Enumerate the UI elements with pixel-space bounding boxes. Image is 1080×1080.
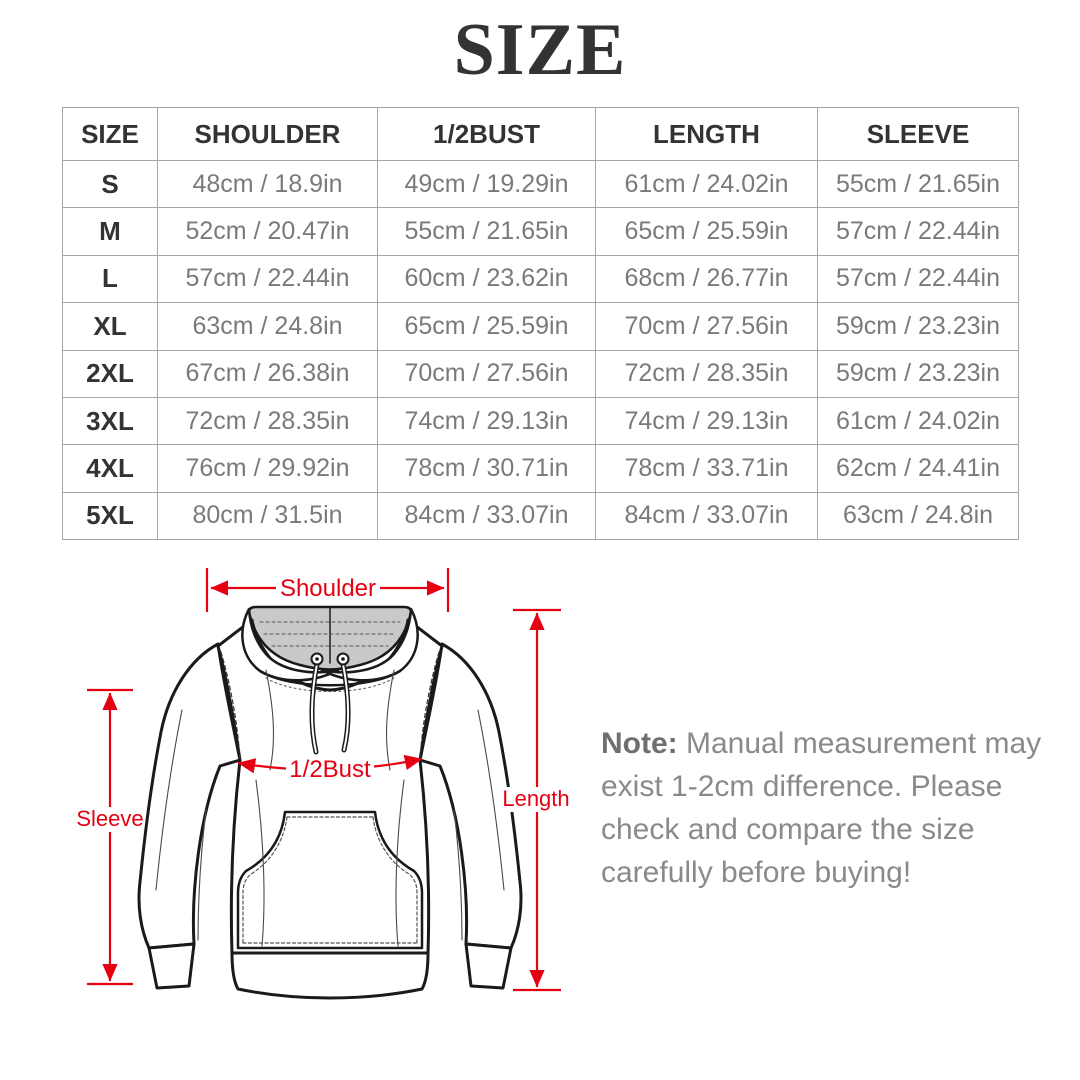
table-row: 3XL 72cm / 28.35in 74cm / 29.13in 74cm / 29… (62, 396, 1019, 446)
column-header: SLEEVE (817, 107, 1019, 161)
measurement-labels: Shoulder 1/2Bust Length Sleeve (76, 575, 569, 831)
hoodie-diagram: Shoulder 1/2Bust Length Sleeve (76, 568, 573, 1000)
measurement-cell: 49cm / 19.29in (377, 159, 596, 209)
size-cell: 5XL (62, 491, 158, 541)
hem-band (230, 951, 430, 1000)
measurement-cell: 59cm / 23.23in (817, 302, 1019, 351)
sleeve-label: Sleeve (76, 806, 143, 831)
measurement-cell: 52cm / 20.47in (157, 207, 378, 256)
measurement-cell: 65cm / 25.59in (377, 302, 596, 351)
collar-left-flap (241, 607, 340, 682)
measurement-cell: 72cm / 28.35in (157, 396, 378, 446)
column-header: SHOULDER (157, 107, 378, 161)
size-cell: M (62, 207, 158, 256)
measurement-cell: 78cm / 30.71in (377, 444, 596, 493)
kangaroo-pocket (236, 810, 424, 950)
measurement-cell: 62cm / 24.41in (817, 444, 1019, 493)
left-cuff (147, 942, 196, 990)
size-cell: 3XL (62, 396, 158, 446)
measurement-cell: 74cm / 29.13in (595, 396, 818, 446)
measurement-cell: 70cm / 27.56in (377, 349, 596, 398)
table-row: 5XL 80cm / 31.5in 84cm / 33.07in 84cm / 33.… (62, 491, 1019, 541)
measurement-cell: 78cm / 33.71in (595, 444, 818, 493)
size-table-body: S 48cm / 18.9in 49cm / 19.29in 61cm / 24.02… (62, 159, 1019, 541)
measurement-cell: 84cm / 33.07in (595, 491, 818, 541)
left-sleeve (137, 642, 242, 950)
size-diagram: Shoulder 1/2Bust Length Sleeve (70, 560, 573, 1020)
table-header-row: SIZE SHOULDER 1/2BUST LENGTH SLEEVE (62, 107, 1019, 161)
table-row: S 48cm / 18.9in 49cm / 19.29in 61cm / 24.02… (62, 159, 1019, 209)
size-cell: S (62, 159, 158, 209)
shoulder-label: Shoulder (280, 575, 376, 602)
measurement-cell: 65cm / 25.59in (595, 207, 818, 256)
table-row: L 57cm / 22.44in 60cm / 23.62in 68cm / 26.7… (62, 254, 1019, 304)
measurement-cell: 76cm / 29.92in (157, 444, 378, 493)
measurement-cell: 61cm / 24.02in (817, 396, 1019, 446)
measurement-cell: 68cm / 26.77in (595, 254, 818, 304)
measurement-cell: 74cm / 29.13in (377, 396, 596, 446)
measurement-cell: 60cm / 23.62in (377, 254, 596, 304)
measurement-cell: 57cm / 22.44in (817, 254, 1019, 304)
note-text: Note: Manual measurement may exist 1-2cm… (601, 722, 1047, 894)
measurement-cell: 48cm / 18.9in (157, 159, 378, 209)
table-row: XL 63cm / 24.8in 65cm / 25.59in 70cm / 27.5… (62, 302, 1019, 351)
note-body: Manual measurement may exist 1-2cm diffe… (601, 727, 1042, 889)
column-header: LENGTH (595, 107, 818, 161)
measurement-cell: 63cm / 24.8in (817, 491, 1019, 541)
collar-right-flap (320, 607, 419, 682)
measurement-cell: 63cm / 24.8in (157, 302, 378, 351)
measurement-cell: 80cm / 31.5in (157, 491, 378, 541)
measurement-cell: 55cm / 21.65in (377, 207, 596, 256)
size-cell: 4XL (62, 444, 158, 493)
table-row: 2XL 67cm / 26.38in 70cm / 27.56in 72cm / 28… (62, 349, 1019, 398)
size-cell: 2XL (62, 349, 158, 398)
length-label: Length (502, 786, 569, 811)
bust-label: 1/2Bust (289, 756, 371, 783)
measurement-cell: 67cm / 26.38in (157, 349, 378, 398)
size-cell: L (62, 254, 158, 304)
measurement-cell: 70cm / 27.56in (595, 302, 818, 351)
measurement-cell: 57cm / 22.44in (157, 254, 378, 304)
measurement-cell: 55cm / 21.65in (817, 159, 1019, 209)
hoodie-sketch (137, 605, 523, 1000)
measurement-cell: 84cm / 33.07in (377, 491, 596, 541)
measurement-annotations (76, 568, 573, 992)
right-cuff (464, 942, 513, 990)
size-table: SIZE SHOULDER 1/2BUST LENGTH SLEEVE S 48cm / … (62, 107, 1019, 541)
note-label: Note: (601, 727, 678, 760)
measurement-cell: 61cm / 24.02in (595, 159, 818, 209)
size-cell: XL (62, 302, 158, 351)
table-row: 4XL 76cm / 29.92in 78cm / 30.71in 78cm / 33… (62, 444, 1019, 493)
measurement-cell: 59cm / 23.23in (817, 349, 1019, 398)
column-header: SIZE (62, 107, 158, 161)
measurement-cell: 57cm / 22.44in (817, 207, 1019, 256)
table-row: M 52cm / 20.47in 55cm / 21.65in 65cm / 25.5… (62, 207, 1019, 256)
page-title: SIZE (453, 9, 627, 91)
measurement-cell: 72cm / 28.35in (595, 349, 818, 398)
column-header: 1/2BUST (377, 107, 596, 161)
